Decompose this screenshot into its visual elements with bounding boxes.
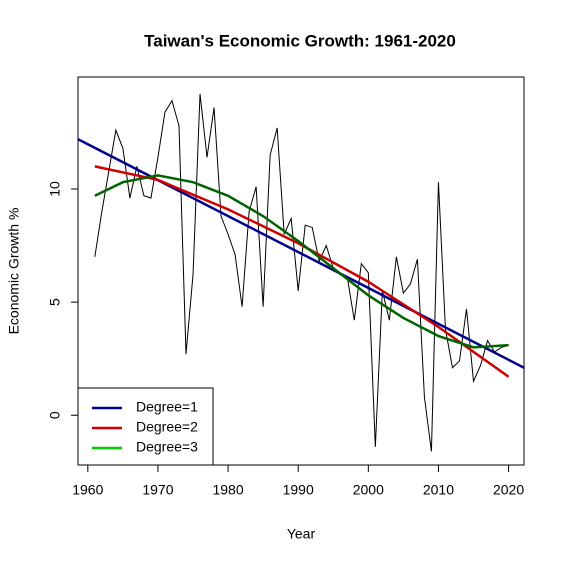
y-tick-label: 5: [47, 298, 63, 306]
plot-box: [77, 76, 525, 466]
line: [94, 93, 509, 452]
legend-label: Degree=3: [136, 439, 198, 455]
x-tick-label: 1970: [142, 482, 173, 498]
x-tick-label: 1960: [72, 482, 103, 498]
x-tick-label: 1990: [283, 482, 314, 498]
x-axis-label: Year: [287, 526, 316, 542]
y-tick-label: 0: [47, 411, 63, 419]
x-tick-label: 2010: [423, 482, 454, 498]
line: [94, 165, 510, 378]
chart-title: Taiwan's Economic Growth: 1961-2020: [144, 31, 456, 50]
legend-box: [77, 387, 214, 466]
line: [94, 174, 509, 349]
y-tick-label: 10: [47, 181, 63, 197]
x-tick-label: 1980: [212, 482, 243, 498]
y-axis-label: Economic Growth %: [6, 208, 22, 335]
x-tick-label: 2020: [493, 482, 524, 498]
legend-label: Degree=2: [136, 419, 198, 435]
x-tick-label: 2000: [353, 482, 384, 498]
legend-label: Degree=1: [136, 399, 198, 415]
line: [78, 138, 524, 369]
